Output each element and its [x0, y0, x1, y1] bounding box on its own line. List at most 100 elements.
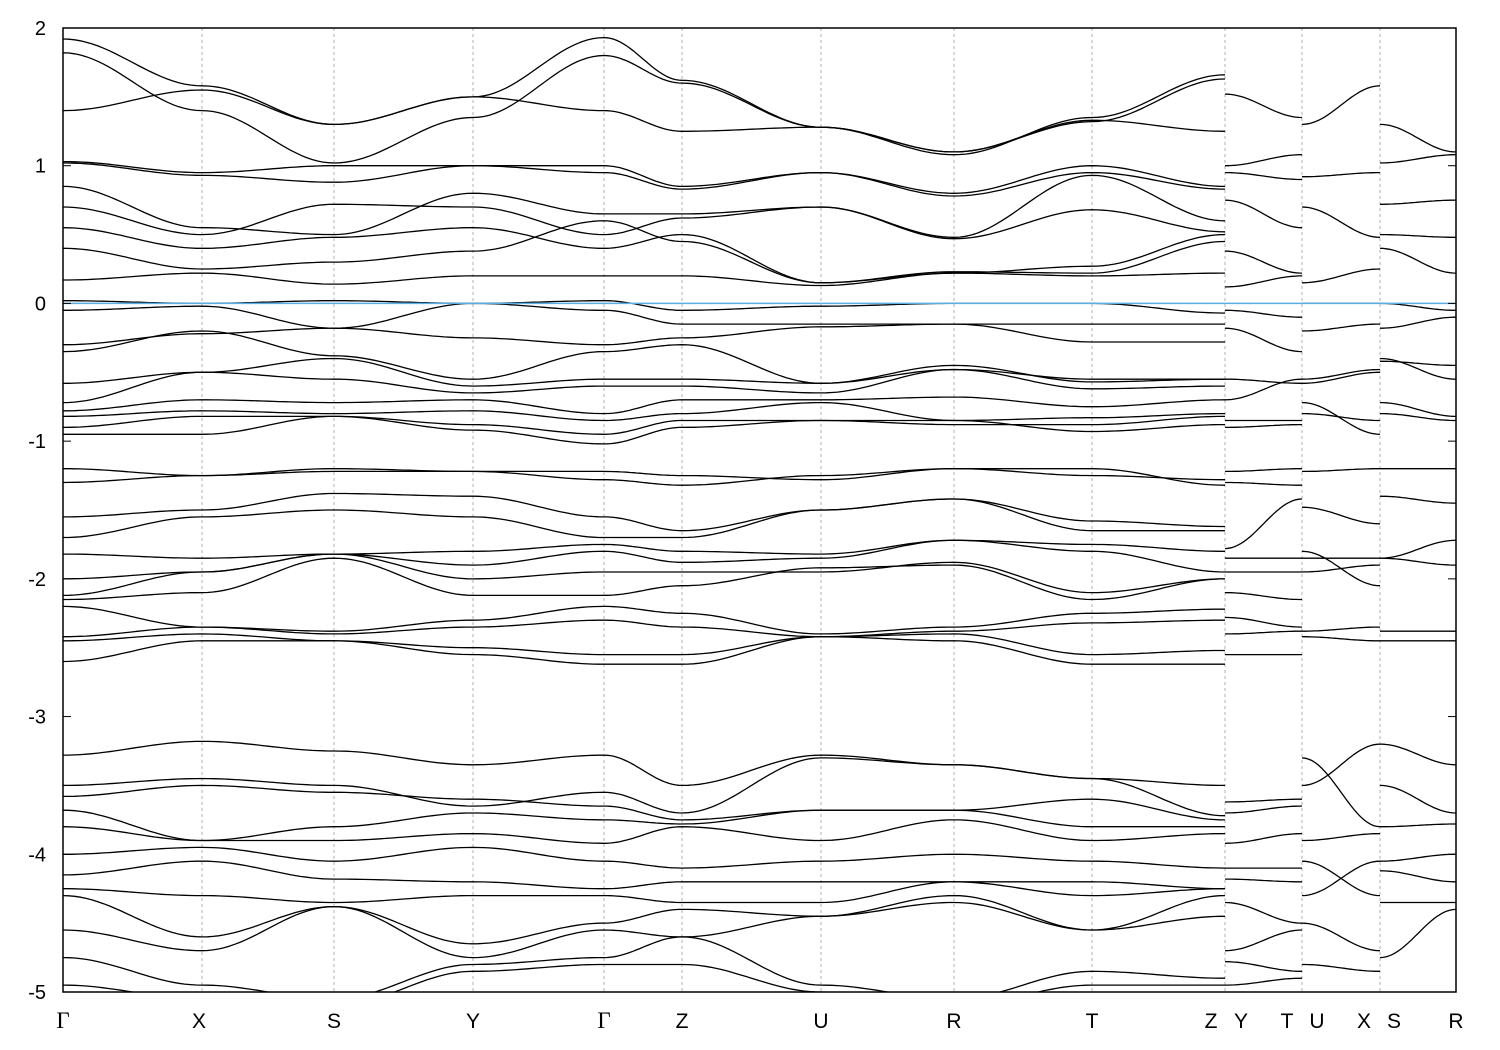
y-tick-label: -4: [28, 844, 46, 866]
band-line-0-42: [63, 936, 1225, 992]
x-tick-label: Y: [466, 1010, 480, 1033]
x-tick-label: R: [1448, 1010, 1463, 1033]
band-line-3-7: [1379, 357, 1456, 380]
x-tick-label: U: [1309, 1010, 1324, 1033]
band-line-2-14: [1301, 564, 1380, 573]
y-tick-label: -2: [28, 569, 46, 591]
band-line-0-8: [63, 220, 1226, 284]
plot-frame: [62, 27, 1457, 993]
band-line-0-18: [63, 415, 1225, 435]
band-line-3-19: [1380, 823, 1456, 828]
band-line-1-19: [1225, 630, 1302, 635]
grid-lines: [201, 28, 1381, 992]
band-line-0-28: [63, 605, 1225, 635]
band-line-0-39: [63, 881, 1225, 904]
x-tick-label: Z: [676, 1010, 689, 1033]
band-line-0-22: [63, 492, 1225, 532]
y-tick-label: -3: [28, 707, 46, 729]
band-line-1-2: [1225, 171, 1302, 181]
band-line-1-0: [1224, 93, 1303, 119]
band-line-2-16: [1302, 636, 1380, 642]
band-line-3-21: [1379, 870, 1456, 883]
band-line-1-1: [1225, 154, 1302, 167]
band-line-2-2: [1301, 206, 1381, 238]
band-line-1-7: [1224, 327, 1303, 353]
y-tick-label: -5: [28, 982, 46, 1004]
band-line-0-13: [63, 330, 1225, 384]
band-line-3-9: [1380, 401, 1456, 418]
x-tick-label: Y: [1234, 1010, 1248, 1033]
band-line-0-23: [63, 498, 1225, 539]
band-line-1-13: [1225, 481, 1302, 486]
band-line-0-1: [63, 52, 1226, 164]
band-line-2-11: [1301, 506, 1381, 525]
band-line-0-9: [63, 272, 1225, 287]
band-line-0-20: [63, 468, 1226, 486]
band-line-3-13: [1379, 539, 1456, 559]
band-line-2-15: [1302, 626, 1380, 632]
band-line-0-14: [63, 357, 1225, 387]
band-line-3-5: [1379, 302, 1456, 311]
band-line-3-0: [1379, 123, 1456, 153]
band-line-0-21: [63, 468, 1225, 486]
band-line-0-5: [63, 174, 1226, 238]
band-line-2-7: [1302, 371, 1380, 384]
band-line-0-41: [63, 901, 1225, 959]
band-line-0-19: [63, 415, 1225, 445]
band-line-0-34: [63, 784, 1226, 821]
band-line-1-5: [1225, 275, 1302, 288]
band-line-1-26: [1224, 901, 1302, 924]
band-line-3-1: [1379, 154, 1456, 164]
band-line-2-1: [1302, 171, 1380, 178]
band-line-0-12: [63, 323, 1225, 346]
band-line-0-36: [63, 819, 1226, 844]
band-line-0-31: [63, 636, 1225, 665]
x-tick-label: X: [1357, 1010, 1371, 1033]
band-line-3-20: [1379, 853, 1456, 862]
band-line-1-25: [1225, 878, 1302, 883]
band-line-0-40: [63, 894, 1226, 945]
band-line-0-2: [63, 89, 1226, 153]
band-line-1-11: [1225, 423, 1302, 429]
band-line-3-23: [1379, 908, 1456, 959]
band-line-0-7: [63, 227, 1226, 284]
band-line-0-16: [63, 396, 1226, 415]
band-line-1-9: [1224, 378, 1303, 401]
band-line-3-6: [1380, 316, 1456, 329]
x-tick-label: S: [327, 1010, 341, 1033]
y-tick-label: 1: [35, 156, 46, 178]
y-axis: 2 1 0 -1 -2 -3 -4 -5: [28, 18, 1456, 1004]
band-line-3-14: [1380, 557, 1456, 566]
band-line-0-3: [63, 160, 1226, 194]
band-line-0-37: [63, 846, 1226, 869]
bands: [63, 36, 1456, 992]
x-tick-label: T: [1086, 1010, 1099, 1033]
band-line-1-23: [1224, 832, 1303, 844]
band-line-0-15: [63, 368, 1225, 404]
band-line-0-24: [63, 539, 1225, 559]
band-line-0-11: [63, 302, 1225, 329]
band-line-3-17: [1379, 743, 1456, 766]
band-line-2-22: [1301, 922, 1381, 952]
band-line-1-8: [1225, 378, 1302, 384]
band-line-0-27: [63, 557, 1225, 601]
band-line-0-29: [63, 619, 1225, 638]
band-line-2-21: [1301, 860, 1381, 897]
band-line-3-8: [1380, 360, 1456, 367]
band-line-2-0: [1301, 85, 1381, 126]
band-line-3-3: [1380, 233, 1456, 238]
band-line-1-18: [1224, 616, 1303, 628]
band-line-1-14: [1224, 498, 1303, 550]
band-line-0-26: [63, 553, 1225, 597]
y-tick-label: 2: [35, 18, 46, 40]
band-line-2-5: [1301, 323, 1380, 332]
band-line-1-27: [1224, 929, 1303, 952]
x-tick-label: R: [946, 1010, 961, 1033]
band-line-2-17: [1301, 757, 1381, 828]
x-tick-label: U: [813, 1010, 828, 1033]
band-line-0-35: [63, 809, 1225, 842]
x-tick-label: S: [1387, 1010, 1401, 1033]
band-line-1-21: [1224, 798, 1302, 803]
